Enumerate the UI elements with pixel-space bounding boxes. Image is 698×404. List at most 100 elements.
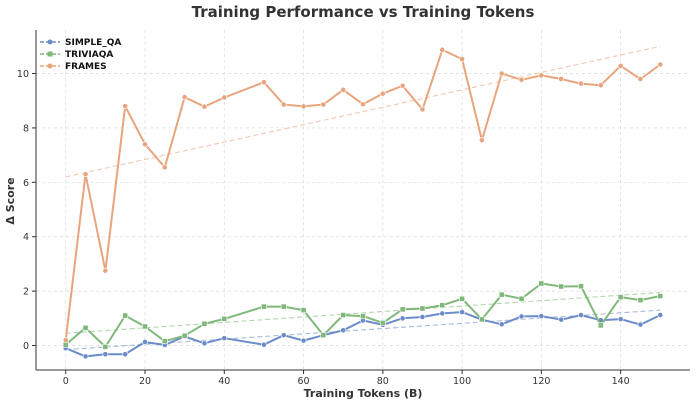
data-point-simple-qa — [122, 351, 129, 358]
data-point-triviaqa — [320, 332, 327, 339]
series-lines — [62, 46, 664, 360]
data-point-frames — [558, 76, 565, 82]
data-point-frames — [360, 101, 366, 108]
data-point-simple-qa — [439, 310, 446, 317]
x-tick-label: 20 — [139, 376, 151, 387]
y-tick-label: 0 — [23, 341, 29, 352]
data-point-frames — [399, 82, 406, 89]
trend-line-frames — [65, 45, 661, 178]
data-point-frames — [300, 103, 307, 110]
data-point-frames — [181, 94, 188, 101]
data-point-triviaqa — [360, 313, 366, 320]
series-line-frames — [64, 48, 661, 341]
data-point-triviaqa — [459, 295, 465, 302]
data-point-triviaqa — [597, 322, 604, 329]
data-point-frames — [320, 101, 327, 108]
data-point-frames — [221, 94, 228, 101]
data-point-triviaqa — [558, 283, 565, 290]
data-point-frames — [479, 137, 485, 144]
legend-marker-triviaqa — [47, 51, 53, 57]
data-point-frames — [62, 337, 69, 343]
data-point-triviaqa — [102, 343, 109, 350]
trend-lines — [65, 45, 661, 351]
data-point-triviaqa — [657, 293, 664, 299]
data-point-frames — [261, 79, 267, 86]
series-line-simple-qa — [65, 311, 661, 358]
x-axis-label: Training Tokens (B) — [304, 387, 423, 400]
data-point-frames — [161, 164, 168, 171]
data-point-triviaqa — [300, 307, 307, 314]
legend-marker-simple-qa — [47, 39, 53, 45]
data-point-triviaqa — [122, 312, 129, 319]
data-point-frames — [82, 171, 89, 178]
series-line-triviaqa — [65, 282, 661, 348]
legend-marker-frames — [47, 63, 53, 69]
data-point-frames — [439, 46, 446, 53]
data-point-frames — [201, 103, 208, 110]
data-point-simple-qa — [142, 339, 148, 345]
data-point-simple-qa — [261, 341, 267, 348]
data-point-simple-qa — [538, 313, 545, 320]
legend: SIMPLE_QA TRIVIAQA FRAMES — [40, 38, 121, 72]
data-point-simple-qa — [459, 309, 465, 315]
data-point-triviaqa — [221, 315, 228, 322]
data-point-triviaqa — [419, 305, 426, 312]
data-point-simple-qa — [637, 321, 644, 328]
data-point-frames — [122, 103, 129, 110]
data-point-frames — [498, 70, 505, 77]
data-point-frames — [142, 141, 148, 148]
data-point-frames — [459, 56, 465, 63]
x-tick-label: 140 — [612, 376, 630, 387]
x-tick-label: 0 — [63, 376, 69, 387]
data-point-simple-qa — [399, 315, 406, 322]
gridlines — [36, 30, 690, 370]
legend-label-simple-qa: SIMPLE_QA — [65, 38, 121, 48]
x-tick-label: 60 — [297, 376, 309, 387]
data-point-triviaqa — [617, 294, 624, 301]
tick-labels: 0 20 40 60 80 100 120 140 0 2 4 6 8 10 — [17, 69, 630, 387]
data-point-simple-qa — [657, 312, 664, 318]
data-point-simple-qa — [558, 316, 565, 323]
x-tick-label: 100 — [453, 376, 471, 387]
data-point-triviaqa — [498, 291, 505, 298]
data-point-frames — [102, 267, 109, 274]
data-point-triviaqa — [538, 280, 545, 287]
data-point-simple-qa — [102, 351, 109, 358]
y-tick-label: 4 — [23, 232, 29, 243]
data-point-triviaqa — [439, 302, 446, 309]
data-point-frames — [518, 76, 525, 83]
data-point-triviaqa — [518, 295, 525, 302]
data-point-triviaqa — [261, 303, 267, 310]
y-tick-label: 6 — [23, 178, 29, 189]
data-point-simple-qa — [82, 353, 89, 360]
data-point-triviaqa — [161, 338, 168, 345]
data-point-triviaqa — [479, 316, 485, 323]
x-tick-label: 80 — [377, 376, 389, 387]
data-point-simple-qa — [201, 340, 208, 347]
data-point-triviaqa — [201, 320, 208, 327]
x-tick-label: 40 — [218, 376, 230, 387]
data-point-frames — [597, 82, 604, 89]
data-point-frames — [280, 101, 287, 108]
data-point-simple-qa — [518, 313, 525, 320]
y-tick-label: 2 — [23, 287, 29, 298]
data-point-triviaqa — [82, 324, 89, 331]
y-tick-label: 8 — [23, 123, 29, 134]
legend-label-frames: FRAMES — [65, 62, 107, 72]
data-point-simple-qa — [419, 314, 426, 320]
legend-label-triviaqa: TRIVIAQA — [65, 50, 113, 60]
data-point-triviaqa — [280, 303, 287, 310]
data-point-simple-qa — [498, 321, 505, 328]
data-point-simple-qa — [617, 316, 624, 323]
data-point-triviaqa — [340, 312, 347, 318]
data-point-frames — [340, 86, 347, 93]
chart-title: Training Performance vs Training Tokens — [192, 3, 535, 21]
data-point-simple-qa — [280, 332, 287, 339]
data-point-frames — [617, 63, 624, 69]
data-point-frames — [538, 72, 545, 79]
y-tick-label: 10 — [17, 69, 29, 80]
data-point-frames — [379, 90, 386, 97]
data-point-simple-qa — [300, 337, 307, 344]
data-point-simple-qa — [578, 312, 584, 318]
